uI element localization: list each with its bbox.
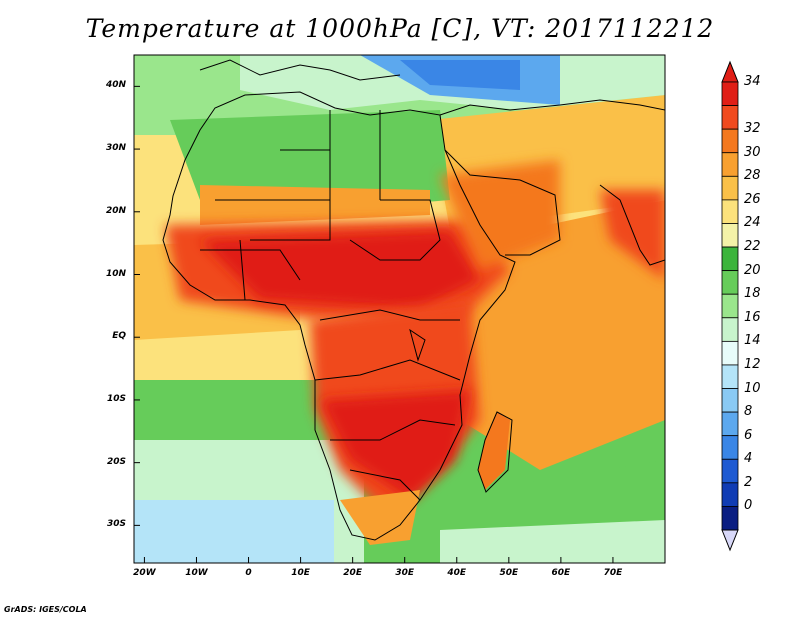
colorbar-label: 20 <box>744 262 761 278</box>
colorbar-label: 24 <box>744 215 761 231</box>
colorbar-top-arrow <box>721 60 739 83</box>
colorbar-swatch <box>721 435 739 460</box>
lon-tick-label: 30E <box>395 568 415 578</box>
colorbar-swatch <box>721 340 739 366</box>
lon-tick-label: 20E <box>343 568 362 578</box>
colorbar-label: 32 <box>744 121 761 137</box>
colorbar-swatch <box>721 411 739 437</box>
temperature-field <box>134 55 665 563</box>
coastlines <box>162 59 665 541</box>
colorbar-swatch <box>721 458 739 484</box>
colorbar-swatch <box>721 81 739 106</box>
colorbar-swatch <box>721 246 739 272</box>
lon-tick-label: 20W <box>133 568 156 578</box>
lat-tick-label: 30S <box>106 519 126 530</box>
grads-credit: GrADS: IGES/COLA <box>4 605 87 614</box>
lat-tick-label: 20S <box>106 456 126 467</box>
lon-tick-label: 60E <box>551 568 571 578</box>
lon-tick-label: 0 <box>245 568 252 578</box>
lon-tick-label: 10E <box>291 568 310 578</box>
colorbar-swatch <box>721 482 739 507</box>
colorbar-swatch <box>721 105 739 130</box>
lat-tick-label: 20N <box>105 205 126 216</box>
colorbar-label: 14 <box>744 333 761 349</box>
colorbar-label: 12 <box>744 356 761 372</box>
colorbar-label: 10 <box>744 380 761 396</box>
map-frame <box>133 54 666 564</box>
colorbar-label: 34 <box>744 74 761 89</box>
lon-tick-label: 40E <box>447 568 467 578</box>
colorbar-label: 18 <box>744 286 761 302</box>
colorbar-swatch <box>721 223 739 248</box>
colorbar-label: 30 <box>744 144 761 160</box>
colorbar-swatch <box>721 506 739 531</box>
colorbar-label: 22 <box>744 239 761 255</box>
colorbar-label: 28 <box>744 168 761 184</box>
lon-tick-label: 70E <box>603 568 623 578</box>
colorbar <box>721 60 739 552</box>
colorbar-label: 6 <box>744 427 753 443</box>
lon-tick-label: 10W <box>185 568 208 578</box>
colorbar-swatch <box>721 364 739 389</box>
axis-ticks <box>134 85 614 563</box>
lat-tick-label: 40N <box>105 80 126 91</box>
colorbar-label: 2 <box>744 474 753 490</box>
colorbar-label: 16 <box>744 309 761 325</box>
colorbar-label: 4 <box>744 451 753 467</box>
lat-tick-label: EQ <box>112 331 126 342</box>
colorbar-swatch <box>721 293 739 319</box>
colorbar-swatch <box>721 270 739 295</box>
colorbar-bottom-arrow <box>721 529 739 552</box>
colorbar-swatch <box>721 128 739 154</box>
lat-tick-label: 30N <box>105 143 126 154</box>
map-title: Temperature at 1000hPa [C], VT: 20171122… <box>85 14 715 43</box>
colorbar-swatch <box>721 388 739 413</box>
colorbar-label: 26 <box>744 191 761 207</box>
lat-tick-label: 10S <box>106 393 126 404</box>
colorbar-swatch <box>721 152 739 177</box>
lon-tick-label: 50E <box>499 568 519 578</box>
colorbar-swatch <box>721 317 739 342</box>
colorbar-label: 8 <box>744 404 753 420</box>
colorbar-swatch <box>721 175 739 201</box>
colorbar-swatch <box>721 199 739 224</box>
lat-tick-label: 10N <box>105 268 126 279</box>
colorbar-label: 0 <box>744 498 753 514</box>
